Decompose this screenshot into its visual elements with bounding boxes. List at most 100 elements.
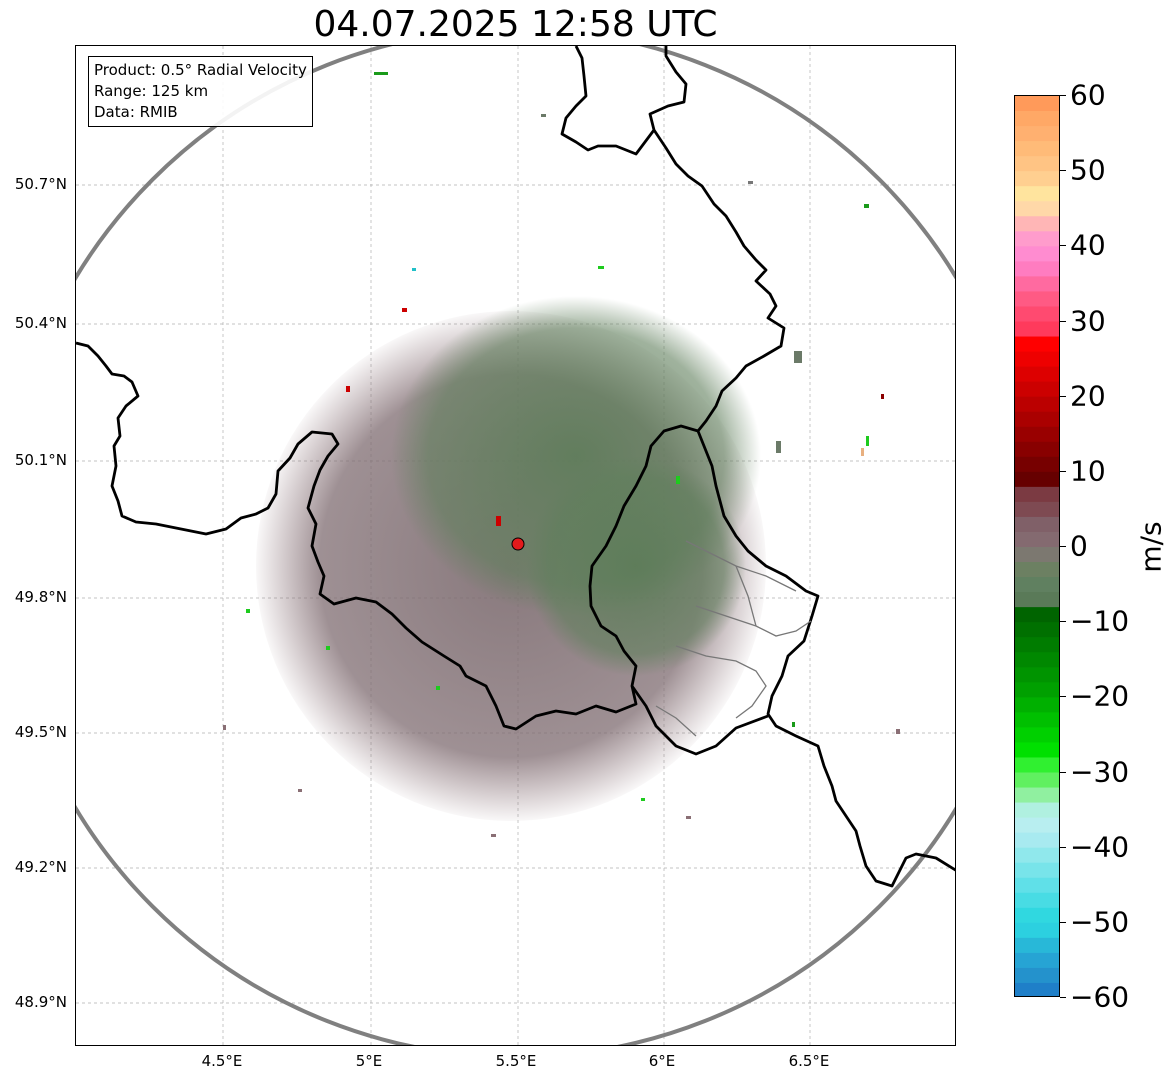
colorbar-segment [1015, 727, 1059, 744]
colorbar-segment [1015, 847, 1059, 864]
info-source: Data: RMIB [94, 103, 178, 121]
colorbar-segment [1015, 577, 1059, 593]
colorbar-tick-label: −10 [1070, 604, 1130, 638]
lon-tick-label: 5°E [355, 1052, 383, 1070]
lon-tick-label: 6.5°E [788, 1052, 830, 1070]
colorbar-segment [1015, 501, 1059, 518]
colorbar-tick-label: −20 [1070, 679, 1130, 713]
colorbar-segment [1015, 171, 1059, 187]
colorbar-segment [1015, 306, 1059, 323]
lat-tick-label: 49.5°N [14, 723, 67, 741]
colorbar-tick [1060, 696, 1066, 698]
colorbar-segment [1015, 892, 1059, 909]
colorbar-tick-label: 50 [1070, 153, 1106, 187]
colorbar-tick-label: 30 [1070, 304, 1106, 337]
colorbar-segment [1015, 712, 1059, 728]
colorbar-segment [1015, 351, 1059, 368]
colorbar-segment [1015, 817, 1059, 834]
colorbar-segment [1015, 396, 1059, 413]
lat-tick-label: 50.7°N [14, 175, 67, 193]
colorbar-segment [1015, 937, 1059, 954]
info-box: Product: 0.5° Radial Velocity Range: 125… [88, 56, 313, 127]
colorbar-tick [1060, 546, 1066, 547]
colorbar-segment [1015, 592, 1059, 608]
colorbar-segment [1015, 862, 1059, 879]
lat-tick-label: 50.1°N [14, 451, 67, 469]
colorbar-tick-label: −40 [1070, 830, 1130, 864]
colorbar-tick [1060, 846, 1066, 848]
colorbar-segment [1015, 291, 1059, 308]
radar-site-marker[interactable] [511, 537, 525, 551]
colorbar-segment [1015, 321, 1059, 338]
colorbar-tick [1060, 95, 1066, 96]
colorbar-tick [1060, 621, 1066, 623]
lon-tick-label: 6°E [648, 1052, 676, 1070]
colorbar-tick-label: −50 [1070, 905, 1130, 939]
colorbar-segment [1015, 516, 1059, 533]
colorbar-segment [1015, 486, 1059, 503]
colorbar-tick-label: −30 [1070, 755, 1130, 788]
colorbar-segment [1015, 411, 1059, 428]
colorbar-segment [1015, 336, 1059, 353]
colorbar-segment [1015, 96, 1059, 112]
colorbar-tick-label: 20 [1070, 379, 1106, 413]
colorbar-segment [1015, 111, 1059, 127]
colorbar-segment [1015, 982, 1059, 996]
colorbar-segment [1015, 441, 1059, 458]
colorbar-gradient [1015, 96, 1059, 996]
map-canvas [76, 46, 955, 1045]
colorbar-tick [1060, 470, 1066, 472]
colorbar-tick-label: 0 [1070, 529, 1088, 563]
colorbar-segment [1015, 246, 1059, 262]
colorbar-tick [1060, 170, 1066, 172]
colorbar-segment [1015, 231, 1059, 247]
colorbar-segment [1015, 742, 1059, 759]
colorbar-title: m/s [1134, 521, 1168, 573]
colorbar-segment [1015, 802, 1059, 819]
colorbar-segment [1015, 622, 1059, 638]
colorbar-segment [1015, 141, 1059, 157]
colorbar-segment [1015, 772, 1059, 789]
colorbar-tick-label: 10 [1070, 454, 1106, 488]
colorbar-tick [1060, 395, 1066, 397]
colorbar-segment [1015, 547, 1059, 563]
radar-map[interactable] [75, 45, 956, 1046]
colorbar-segment [1015, 456, 1059, 473]
colorbar-segment [1015, 471, 1059, 488]
colorbar-segment [1015, 381, 1059, 398]
colorbar-tick-label: 60 [1070, 78, 1106, 112]
colorbar-segment [1015, 637, 1059, 653]
info-product: Product: 0.5° Radial Velocity [94, 61, 307, 79]
colorbar-segment [1015, 922, 1059, 939]
colorbar-tick-label: 40 [1070, 228, 1106, 262]
colorbar-segment [1015, 967, 1059, 984]
colorbar-segment [1015, 186, 1059, 202]
lon-tick-label: 4.5°E [201, 1052, 243, 1070]
colorbar-segment [1015, 201, 1059, 217]
colorbar-segment [1015, 156, 1059, 172]
colorbar-segment [1015, 667, 1059, 683]
colorbar-segment [1015, 652, 1059, 668]
lon-tick-label: 5.5°E [495, 1052, 537, 1070]
colorbar-segment [1015, 907, 1059, 924]
lat-tick-label: 49.8°N [14, 588, 67, 606]
colorbar-segment [1015, 126, 1059, 142]
colorbar-tick [1060, 771, 1066, 773]
region-borders [655, 540, 812, 737]
colorbar [1014, 95, 1060, 997]
colorbar-segment [1015, 682, 1059, 698]
lat-tick-label: 50.4°N [14, 314, 67, 332]
lat-tick-label: 49.2°N [14, 858, 67, 876]
echo-speckles [223, 72, 900, 837]
colorbar-segment [1015, 877, 1059, 894]
colorbar-tick [1060, 997, 1066, 998]
map-title: 04.07.2025 12:58 UTC [313, 4, 718, 45]
colorbar-segment [1015, 366, 1059, 383]
country-borders [76, 46, 955, 888]
colorbar-segment [1015, 787, 1059, 804]
colorbar-segment [1015, 531, 1059, 548]
colorbar-tick-label: −60 [1070, 980, 1130, 1014]
info-range: Range: 125 km [94, 82, 209, 100]
colorbar-tick [1060, 245, 1066, 247]
colorbar-tick [1060, 320, 1066, 322]
